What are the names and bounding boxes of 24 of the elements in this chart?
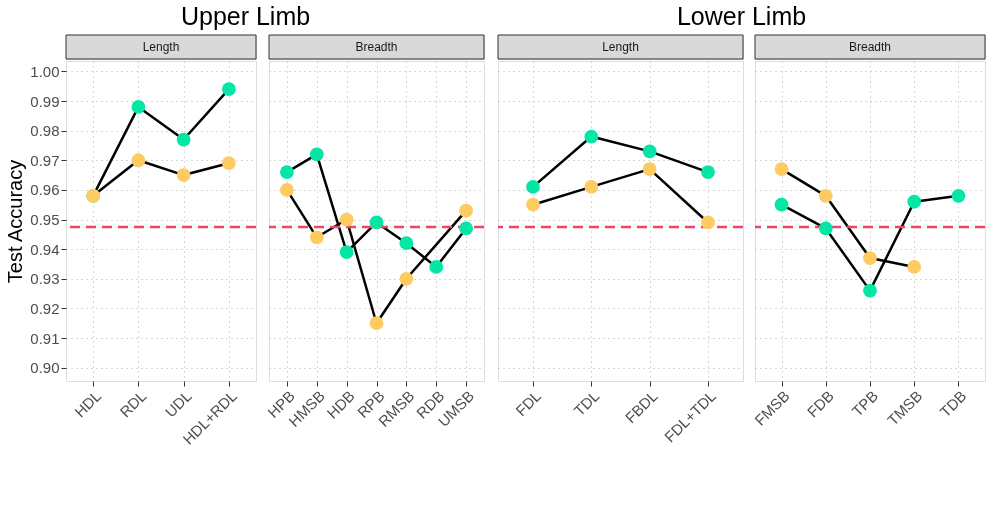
y-tick-label: 0.98: [30, 122, 60, 140]
y-tick-label: 0.92: [30, 299, 60, 317]
x-tick-label: TDL: [570, 387, 603, 420]
chart-subtitle: Breadth: [848, 40, 892, 54]
chart-subtitle: Length: [602, 40, 639, 54]
x-tick-label: TPB: [848, 387, 882, 420]
y-tick-label: 0.93: [30, 270, 60, 288]
chart-title: Lower Limb: [676, 2, 807, 30]
y-tick-label: 0.90: [30, 359, 60, 377]
chart-subtitle: Breadth: [355, 40, 398, 54]
y-tick-label: 1.00: [30, 62, 60, 80]
chart-subtitle: Length: [142, 40, 180, 54]
y-axis-title: Test Accuracy: [4, 159, 27, 284]
chart-title: Upper Limb: [180, 2, 311, 30]
y-tick-label: 0.91: [30, 329, 60, 347]
x-tick-label: HDL: [71, 387, 105, 421]
y-tick-label: 0.99: [30, 92, 60, 110]
x-tick-label: TDB: [936, 387, 970, 421]
y-tick-label: 0.97: [30, 151, 60, 169]
x-tick-label: FDL: [512, 387, 545, 420]
y-tick-label: 0.94: [30, 240, 60, 258]
y-tick-label: 0.95: [30, 211, 60, 229]
y-tick-label: 0.96: [30, 181, 60, 199]
x-tick-label: RDL: [116, 387, 150, 421]
